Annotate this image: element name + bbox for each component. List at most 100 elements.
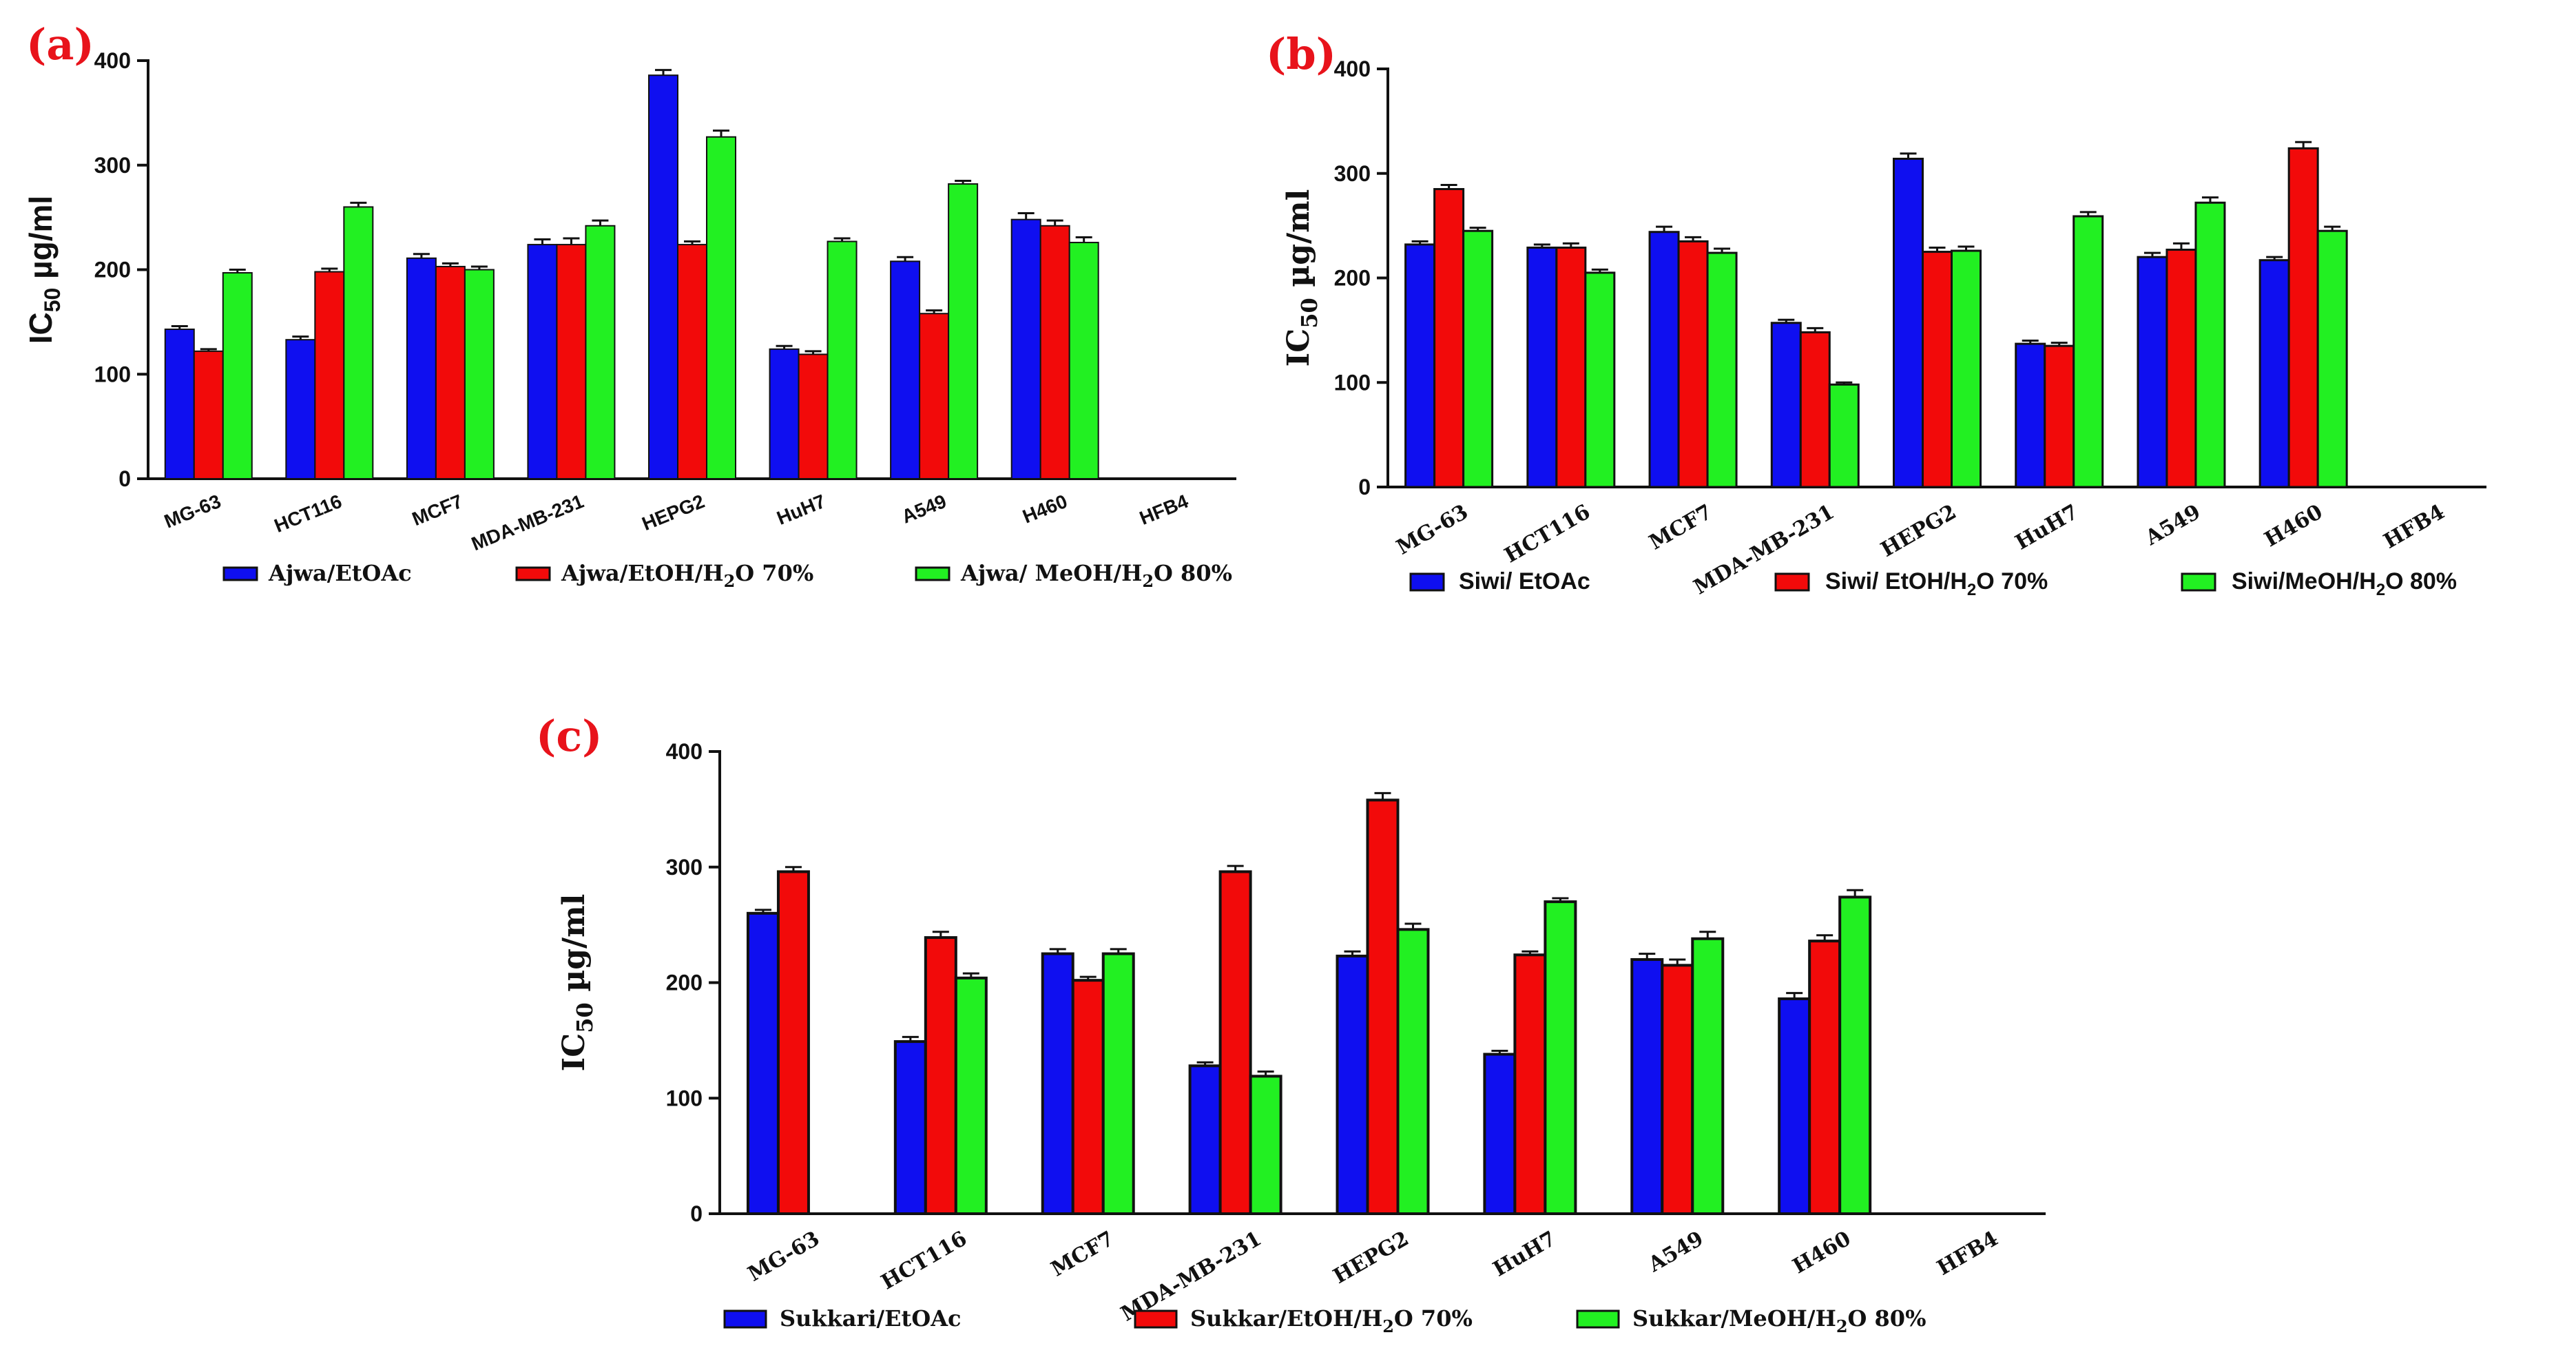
y-tick-label: 0 — [1358, 475, 1371, 499]
bar-1 — [1770, 322, 1802, 488]
bar-2 — [776, 870, 810, 1215]
bar-1 — [1188, 1064, 1222, 1216]
bar-2 — [556, 244, 587, 479]
bar-2 — [193, 350, 224, 479]
x-tick-label: HCT116 — [877, 1227, 971, 1295]
bar-3 — [1838, 895, 1872, 1215]
bar-2 — [314, 271, 345, 479]
bar-1 — [893, 1040, 927, 1215]
x-tick-label: HEPG2 — [639, 490, 708, 535]
y-axis-label: IC50 µg/ml — [557, 894, 598, 1072]
bar-1 — [1336, 954, 1369, 1215]
bar-3 — [2073, 215, 2104, 488]
x-tick-label: HEPG2 — [1877, 500, 1961, 562]
panel-label: (a) — [26, 19, 94, 70]
bar-2 — [1218, 870, 1252, 1215]
panel-label: (c) — [536, 711, 602, 761]
x-tick-label: H460 — [1789, 1227, 1855, 1279]
bar-2 — [1071, 979, 1105, 1216]
y-tick-label: 100 — [1334, 370, 1371, 395]
bar-2 — [1039, 225, 1070, 479]
bar-2 — [1677, 240, 1709, 488]
y-axis-label: IC50 µg/ml — [23, 196, 65, 344]
bar-1 — [1483, 1053, 1517, 1215]
bar-3 — [1249, 1075, 1282, 1215]
legend-label-3: Sukkar/MeOH/H2O 80% — [1632, 1305, 1926, 1336]
bar-2 — [1366, 798, 1400, 1215]
bar-3 — [1068, 242, 1099, 479]
x-tick-label: A549 — [1644, 1227, 1708, 1278]
bar-1 — [1010, 218, 1041, 479]
bar-1 — [769, 348, 800, 479]
bar-3 — [706, 136, 736, 479]
legend-swatch-1 — [1409, 572, 1445, 592]
x-tick-label: HFB4 — [2380, 500, 2449, 554]
legend-label-1: Ajwa/EtOAc — [268, 560, 412, 586]
x-tick-label: MG-63 — [1393, 500, 1473, 560]
bar-1 — [1778, 997, 1811, 1215]
x-tick-label: HuH7 — [2011, 500, 2083, 555]
bar-1 — [1404, 243, 1436, 488]
bar-3 — [1828, 383, 1860, 488]
bar-1 — [285, 339, 316, 479]
y-tick-label: 300 — [1334, 161, 1371, 186]
bar-3 — [1396, 928, 1430, 1215]
bar-2 — [924, 936, 957, 1215]
bar-1 — [746, 911, 780, 1215]
y-tick-label: 0 — [118, 466, 131, 491]
x-tick-label: H460 — [1019, 490, 1070, 528]
bar-3 — [948, 183, 979, 479]
legend-swatch-3 — [915, 566, 951, 581]
x-tick-label: A549 — [899, 490, 950, 528]
bar-2 — [798, 353, 829, 479]
x-tick-label: A549 — [2141, 500, 2205, 551]
panel-label: (b) — [1266, 29, 1336, 79]
legend-label-1: Sukkari/EtOAc — [780, 1305, 962, 1332]
bar-1 — [527, 244, 558, 479]
legend-swatch-1 — [723, 1309, 767, 1329]
bar-3 — [827, 240, 858, 479]
bar-2 — [1799, 331, 1831, 488]
bar-1 — [2015, 342, 2046, 488]
x-tick-label: MCF7 — [1645, 500, 1716, 555]
bar-1 — [1630, 957, 1664, 1215]
y-tick-label: 400 — [94, 48, 131, 73]
x-tick-label: H460 — [2261, 500, 2327, 552]
bar-3 — [222, 272, 253, 479]
bar-2 — [435, 265, 466, 479]
y-tick-label: 100 — [666, 1086, 703, 1110]
bar-2 — [677, 244, 707, 479]
x-tick-label: MG-63 — [744, 1227, 824, 1287]
bar-3 — [464, 269, 495, 479]
x-tick-label: HFB4 — [1136, 490, 1192, 529]
legend-label-2: Siwi/ EtOH/H2O 70% — [1825, 568, 2048, 599]
bar-3 — [1691, 937, 1725, 1215]
legend-swatch-2 — [515, 566, 551, 581]
y-tick-label: 200 — [666, 971, 703, 995]
bar-1 — [1526, 246, 1558, 488]
x-tick-label: MG-63 — [161, 490, 224, 532]
bar-2 — [2287, 147, 2319, 488]
bar-1 — [164, 328, 195, 479]
x-tick-label: MDA-MB-231 — [468, 490, 587, 555]
y-tick-label: 200 — [94, 258, 131, 282]
y-tick-label: 400 — [1334, 56, 1371, 81]
y-tick-label: 200 — [1334, 266, 1371, 291]
y-tick-label: 0 — [690, 1201, 703, 1226]
bar-3 — [1544, 900, 1577, 1215]
bar-2 — [1661, 964, 1694, 1216]
x-tick-label: MCF7 — [409, 490, 466, 530]
bar-2 — [2044, 344, 2075, 488]
legend-label-3: Siwi/MeOH/H2O 80% — [2232, 568, 2457, 599]
bar-3 — [585, 225, 616, 479]
bar-2 — [1808, 940, 1842, 1215]
bar-1 — [1893, 158, 1924, 488]
bar-2 — [2165, 249, 2197, 488]
legend-swatch-3 — [1576, 1309, 1620, 1329]
y-tick-label: 400 — [666, 739, 703, 764]
x-tick-label: HCT116 — [1501, 500, 1595, 568]
bar-1 — [1648, 231, 1680, 488]
bar-2 — [1555, 246, 1587, 488]
bar-1 — [2137, 256, 2168, 488]
